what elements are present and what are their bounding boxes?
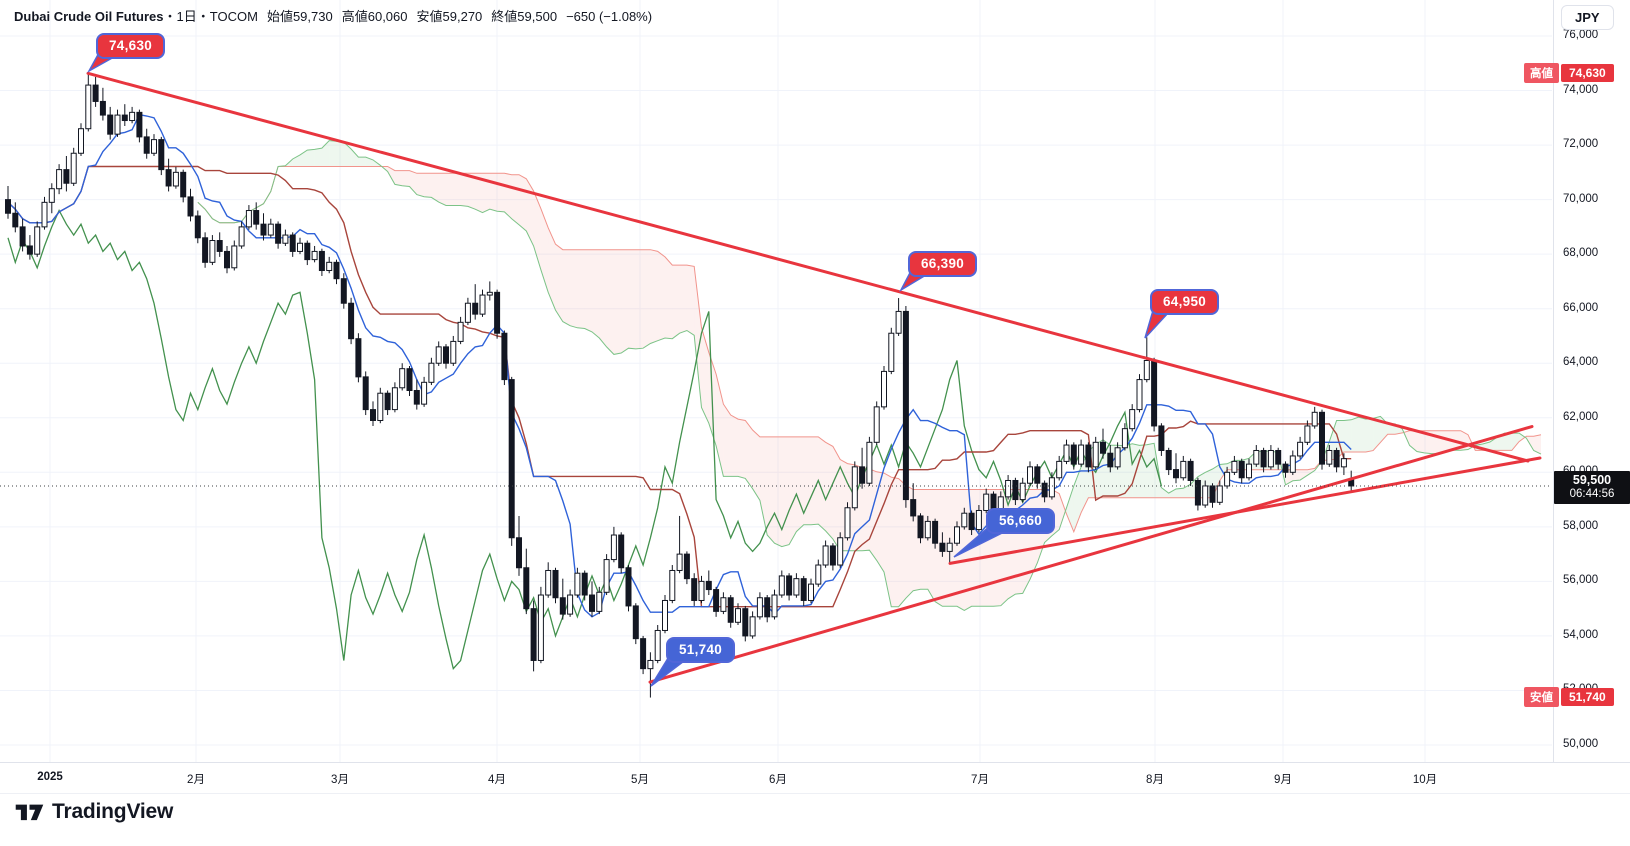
time-tick-label: 2月 — [187, 774, 205, 786]
price-callout[interactable]: 56,660 — [986, 508, 1056, 534]
price-tick-label: 64,000 — [1563, 356, 1599, 369]
price-tick-label: 54,000 — [1563, 628, 1599, 641]
time-axis-divider — [0, 762, 1630, 763]
low-value: 59,270 — [442, 9, 483, 24]
low-label: 安値 — [416, 9, 443, 24]
high-tag-value: 74,630 — [1561, 63, 1614, 82]
time-tick-label: 6月 — [769, 774, 787, 786]
time-axis[interactable]: 2025 2月 3月 4月 5月 6月 7月 8月 9月 10月 — [0, 763, 1630, 793]
tradingview-logo-text: TradingView — [52, 799, 174, 823]
change-value: −650 (−1.08%) — [566, 9, 653, 24]
time-tick-label: 5月 — [631, 774, 649, 786]
time-tick-label: 2025 — [37, 771, 63, 783]
low-tag-value: 51,740 — [1561, 688, 1614, 707]
price-callout[interactable]: 74,630 — [96, 33, 166, 59]
footer-divider — [0, 793, 1630, 794]
time-tick-label: 10月 — [1412, 774, 1438, 786]
close-label: 終値 — [491, 9, 518, 24]
time-tick-label: 7月 — [971, 774, 989, 786]
price-tick-label: 58,000 — [1563, 519, 1599, 532]
symbol-legend: Dubai Crude Oil Futures ・ 1日・ TOCOM 始値59,73… — [14, 8, 652, 25]
legend-separator: ・ — [163, 9, 177, 24]
time-tick-label: 4月 — [488, 774, 506, 786]
high-label: 高値 — [341, 9, 368, 24]
close-value: 59,500 — [517, 9, 558, 24]
price-tick-label: 50,000 — [1563, 738, 1599, 750]
low-tag-label: 安値 — [1524, 687, 1559, 708]
price-callout[interactable]: 64,950 — [1150, 289, 1220, 315]
tradingview-logo[interactable]: TradingView — [14, 799, 173, 824]
price-callout[interactable]: 51,740 — [666, 637, 736, 663]
time-tick-label: 9月 — [1274, 774, 1292, 786]
bar-countdown: 06:44:56 — [1569, 487, 1615, 500]
price-callout[interactable]: 66,390 — [908, 251, 978, 277]
tradingview-logo-icon — [15, 804, 44, 821]
price-tick-label: 70,000 — [1563, 192, 1599, 205]
price-tick-label: 66,000 — [1563, 301, 1599, 314]
price-tick-label: 62,000 — [1563, 410, 1599, 423]
high-tag-label: 高値 — [1524, 62, 1559, 83]
legend-separator: ・ — [196, 9, 210, 24]
low-price-tag: 安値 51,740 — [1524, 687, 1614, 708]
interval-label[interactable]: 1日 — [176, 9, 197, 24]
price-axis[interactable]: 76,000 74,000 72,000 70,000 68,000 66,000 64,0… — [1553, 0, 1630, 762]
price-tick-label: 72,000 — [1563, 138, 1599, 151]
price-tick-label: 74,000 — [1563, 83, 1599, 96]
price-tick-label: 76,000 — [1563, 28, 1599, 41]
currency-button[interactable]: JPY — [1561, 5, 1614, 30]
high-price-tag: 高値 74,630 — [1524, 62, 1614, 83]
last-price-value: 59,500 — [1572, 472, 1612, 487]
price-tick-label: 68,000 — [1563, 247, 1599, 260]
exchange-label: TOCOM — [209, 9, 258, 24]
time-tick-label: 8月 — [1146, 774, 1164, 786]
last-price-tag: 59,500 06:44:56 — [1554, 470, 1630, 504]
open-value: 59,730 — [292, 9, 333, 24]
time-tick-label: 3月 — [331, 774, 349, 786]
price-tick-label: 56,000 — [1563, 574, 1599, 587]
high-value: 60,060 — [367, 9, 408, 24]
symbol-title[interactable]: Dubai Crude Oil Futures — [14, 9, 164, 24]
open-label: 始値 — [266, 9, 293, 24]
